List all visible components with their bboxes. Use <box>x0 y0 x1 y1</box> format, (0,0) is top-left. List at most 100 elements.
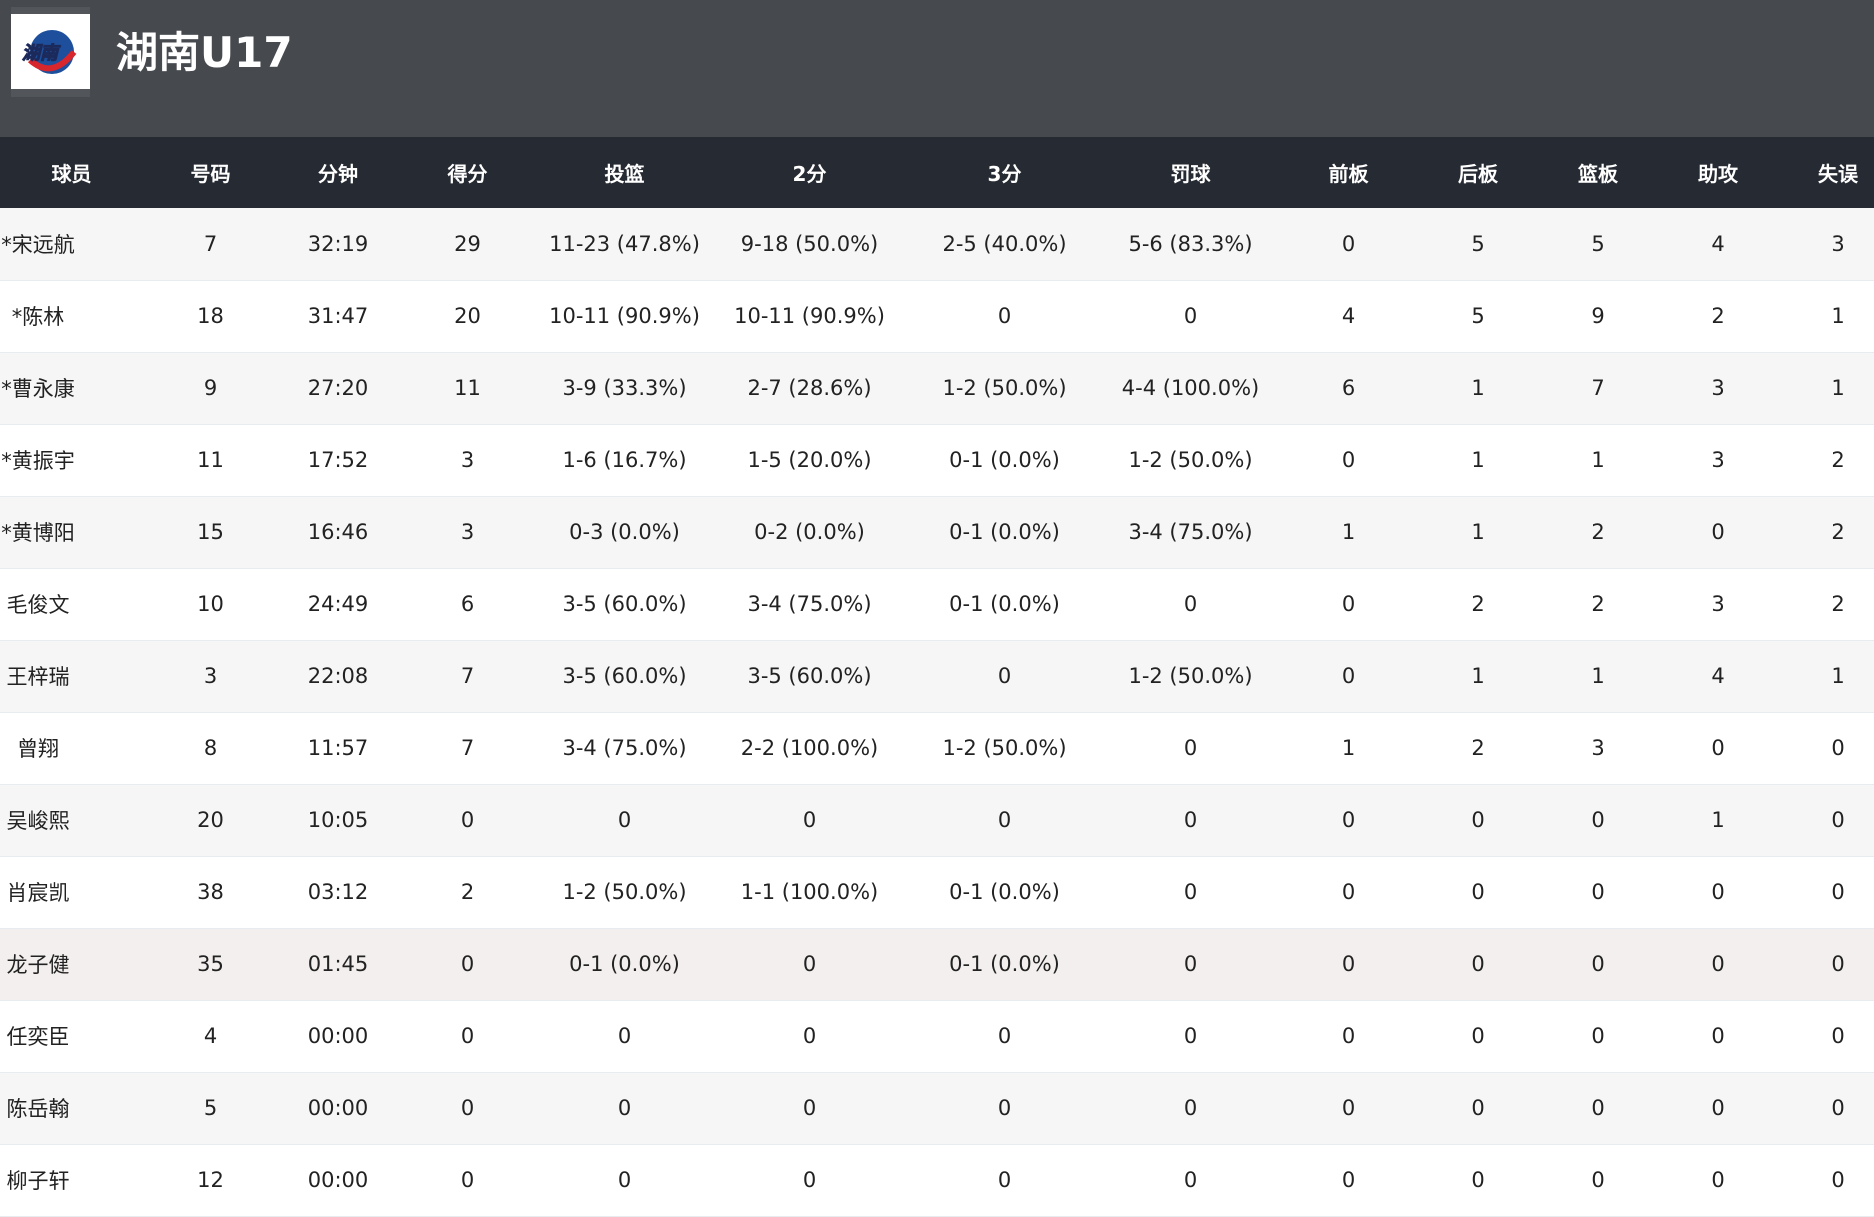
player-name[interactable]: 曾翔 <box>17 737 59 761</box>
cell-player: 毛俊文 <box>0 568 143 641</box>
cell-points: 0 <box>398 1144 537 1217</box>
cell-def-reb: 0 <box>1418 1072 1538 1145</box>
player-name[interactable]: 王梓瑞 <box>6 665 70 689</box>
column-header-ft[interactable]: 罚球 <box>1102 137 1279 208</box>
cell-three-pt: 0-1 (0.0%) <box>907 424 1102 497</box>
cell-points: 3 <box>398 496 537 569</box>
column-header-player[interactable]: 球员 <box>0 137 143 208</box>
svg-text:湖南: 湖南 <box>22 43 61 64</box>
table-row[interactable]: *黄振宇 11 17:52 3 1-6 (16.7%) 1-5 (20.0%) 0-1 (0… <box>0 424 1874 497</box>
table-row[interactable]: 毛俊文 10 24:49 6 3-5 (60.0%) 3-4 (75.0%) 0-1 (0.… <box>0 568 1874 641</box>
column-header-points[interactable]: 得分 <box>398 137 537 208</box>
column-header-fg[interactable]: 投篮 <box>537 137 712 208</box>
column-header-minutes[interactable]: 分钟 <box>278 137 398 208</box>
cell-off-reb: 4 <box>1279 280 1418 353</box>
table-row[interactable]: 吴峻熙 20 10:05 0 0 0 0 0 0 0 0 1 0 <box>0 784 1874 857</box>
cell-tov: 0 <box>1778 1000 1874 1073</box>
cell-ft: 0 <box>1102 280 1279 353</box>
column-header-two-pt[interactable]: 2分 <box>712 137 907 208</box>
player-name[interactable]: 龙子健 <box>6 953 70 977</box>
cell-def-reb: 1 <box>1418 496 1538 569</box>
cell-def-reb: 0 <box>1418 1000 1538 1073</box>
cell-ft: 3-4 (75.0%) <box>1102 496 1279 569</box>
player-name[interactable]: 肖宸凯 <box>6 881 70 905</box>
cell-ft: 4-4 (100.0%) <box>1102 352 1279 425</box>
cell-reb: 0 <box>1538 928 1658 1001</box>
cell-reb: 1 <box>1538 640 1658 713</box>
team-title: 湖南U17 <box>116 28 293 77</box>
cell-ast: 4 <box>1658 208 1778 281</box>
column-header-off-reb[interactable]: 前板 <box>1279 137 1418 208</box>
table-row[interactable]: *陈林 18 31:47 20 10-11 (90.9%) 10-11 (90.9%) 0 0… <box>0 280 1874 353</box>
cell-ast: 0 <box>1658 1072 1778 1145</box>
cell-ast: 3 <box>1658 424 1778 497</box>
cell-points: 11 <box>398 352 537 425</box>
player-name[interactable]: *黄振宇 <box>1 449 75 473</box>
table-row[interactable]: 王梓瑞 3 22:08 7 3-5 (60.0%) 3-5 (60.0%) 0 1-2 (50… <box>0 640 1874 713</box>
cell-off-reb: 0 <box>1279 568 1418 641</box>
table-row[interactable]: 龙子健 35 01:45 0 0-1 (0.0%) 0 0-1 (0.0%) 0 0 0 0 0 0 <box>0 928 1874 1001</box>
table-row[interactable]: 柳子轩 12 00:00 0 0 0 0 0 0 0 0 0 0 <box>0 1144 1874 1217</box>
table-header-row: 球员 号码 分钟 得分 投篮 2分 3分 罚球 前板 后板 篮板 助攻 失误 <box>0 137 1874 208</box>
cell-player: 柳子轩 <box>0 1144 143 1217</box>
cell-number: 10 <box>143 568 278 641</box>
cell-reb: 7 <box>1538 352 1658 425</box>
table-row[interactable]: 任奕臣 4 00:00 0 0 0 0 0 0 0 0 0 0 <box>0 1000 1874 1073</box>
cell-tov: 0 <box>1778 928 1874 1001</box>
cell-off-reb: 0 <box>1279 208 1418 281</box>
player-name[interactable]: 吴峻熙 <box>6 809 70 833</box>
cell-fg: 0 <box>537 784 712 857</box>
table-row[interactable]: 肖宸凯 38 03:12 2 1-2 (50.0%) 1-1 (100.0%) 0-1 (0… <box>0 856 1874 929</box>
cell-off-reb: 0 <box>1279 1144 1418 1217</box>
cell-points: 0 <box>398 784 537 857</box>
cell-three-pt: 0-1 (0.0%) <box>907 928 1102 1001</box>
cell-reb: 1 <box>1538 424 1658 497</box>
cell-points: 0 <box>398 928 537 1001</box>
cell-off-reb: 0 <box>1279 1072 1418 1145</box>
column-header-ast[interactable]: 助攻 <box>1658 137 1778 208</box>
table-row[interactable]: *黄博阳 15 16:46 3 0-3 (0.0%) 0-2 (0.0%) 0-1 (0.0… <box>0 496 1874 569</box>
cell-three-pt: 0-1 (0.0%) <box>907 568 1102 641</box>
cell-tov: 1 <box>1778 280 1874 353</box>
cell-tov: 0 <box>1778 1072 1874 1145</box>
column-header-reb[interactable]: 篮板 <box>1538 137 1658 208</box>
cell-ast: 3 <box>1658 568 1778 641</box>
cell-reb: 0 <box>1538 1072 1658 1145</box>
player-name[interactable]: *宋远航 <box>1 232 75 257</box>
cell-ft: 0 <box>1102 568 1279 641</box>
cell-fg: 0-3 (0.0%) <box>537 496 712 569</box>
cell-off-reb: 0 <box>1279 856 1418 929</box>
cell-points: 20 <box>398 280 537 353</box>
player-name[interactable]: *曹永康 <box>1 377 75 401</box>
cell-minutes: 27:20 <box>278 352 398 425</box>
player-name[interactable]: 毛俊文 <box>6 593 70 617</box>
player-name[interactable]: 任奕臣 <box>6 1025 70 1049</box>
cell-def-reb: 0 <box>1418 784 1538 857</box>
cell-tov: 3 <box>1778 208 1874 281</box>
cell-ast: 1 <box>1658 784 1778 857</box>
player-name[interactable]: 柳子轩 <box>6 1169 70 1193</box>
player-name[interactable]: *陈林 <box>11 305 65 329</box>
cell-minutes: 31:47 <box>278 280 398 353</box>
column-header-tov[interactable]: 失误 <box>1778 137 1874 208</box>
column-header-number[interactable]: 号码 <box>143 137 278 208</box>
cell-ast: 3 <box>1658 352 1778 425</box>
cell-two-pt: 9-18 (50.0%) <box>712 208 907 281</box>
cell-def-reb: 1 <box>1418 424 1538 497</box>
player-name[interactable]: 陈岳翰 <box>6 1097 70 1121</box>
column-header-def-reb[interactable]: 后板 <box>1418 137 1538 208</box>
player-name[interactable]: *黄博阳 <box>1 521 75 545</box>
cell-def-reb: 0 <box>1418 856 1538 929</box>
cell-points: 3 <box>398 424 537 497</box>
table-row[interactable]: *曹永康 9 27:20 11 3-9 (33.3%) 2-7 (28.6%) 1-2 (5… <box>0 352 1874 425</box>
cell-reb: 2 <box>1538 496 1658 569</box>
cell-tov: 2 <box>1778 568 1874 641</box>
cell-tov: 0 <box>1778 712 1874 785</box>
cell-player: 龙子健 <box>0 928 143 1001</box>
cell-minutes: 22:08 <box>278 640 398 713</box>
cell-three-pt: 0 <box>907 280 1102 353</box>
table-row[interactable]: 陈岳翰 5 00:00 0 0 0 0 0 0 0 0 0 0 <box>0 1072 1874 1145</box>
column-header-three-pt[interactable]: 3分 <box>907 137 1102 208</box>
table-row[interactable]: *宋远航 7 32:19 29 11-23 (47.8%) 9-18 (50.0%) 2-5… <box>0 208 1874 281</box>
table-row[interactable]: 曾翔 8 11:57 7 3-4 (75.0%) 2-2 (100.0%) 1-2 (50.… <box>0 712 1874 785</box>
